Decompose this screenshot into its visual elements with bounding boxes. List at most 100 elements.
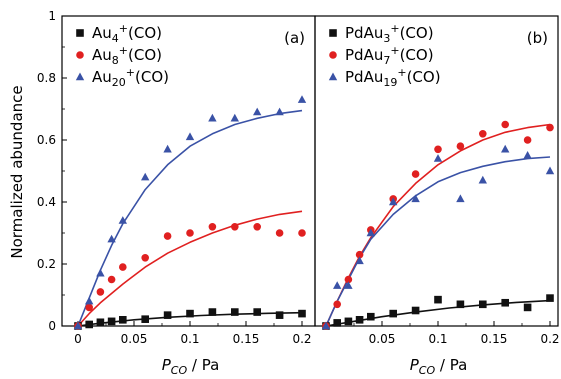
data-point — [119, 263, 127, 271]
data-point — [141, 172, 150, 181]
legend-label: Au4+(CO) — [92, 22, 162, 45]
data-point — [434, 145, 442, 154]
data-point — [208, 223, 217, 231]
data-point — [355, 316, 364, 324]
data-point — [355, 256, 364, 265]
x-axis-label: PCO / Pa — [410, 356, 468, 377]
data-point — [96, 318, 105, 327]
data-point — [96, 268, 105, 277]
y-tick-label: 0.4 — [37, 195, 56, 209]
legend-label: Au8+(CO) — [92, 44, 162, 67]
legend-marker — [328, 72, 338, 81]
data-point — [298, 229, 306, 237]
x-tick-label: 0.2 — [540, 332, 559, 346]
data-point — [344, 275, 353, 284]
x-tick-label: 0.15 — [233, 332, 260, 346]
data-point — [523, 303, 532, 312]
data-point — [73, 321, 83, 330]
legend-marker — [76, 29, 84, 37]
x-tick-label: 0.1 — [180, 332, 199, 346]
data-point — [118, 216, 127, 224]
data-point — [208, 308, 217, 316]
plot-frame — [314, 15, 559, 327]
data-point — [275, 107, 284, 116]
data-point — [85, 303, 93, 312]
data-point — [411, 306, 420, 315]
y-tick-label: 1 — [48, 9, 56, 23]
data-point — [298, 309, 306, 318]
legend-marker — [329, 29, 337, 37]
legend-marker — [75, 72, 85, 81]
y-axis-label: Normalized abundance — [8, 85, 26, 258]
data-point — [434, 295, 442, 304]
legend-marker — [329, 51, 337, 59]
data-point — [297, 95, 307, 103]
data-point — [367, 312, 375, 321]
data-point — [186, 229, 194, 237]
x-tick-label: 0.05 — [369, 332, 396, 346]
panel-label: (b) — [527, 29, 548, 47]
x-axis-label: PCO / Pa — [162, 356, 220, 377]
data-point — [479, 130, 487, 138]
data-point — [479, 300, 487, 309]
data-point — [355, 250, 364, 259]
fit-curve-1 — [77, 311, 303, 327]
data-point — [253, 223, 261, 231]
x-tick-label: 0 — [74, 332, 82, 346]
data-point — [107, 317, 116, 326]
data-point — [107, 275, 116, 284]
data-point — [333, 319, 341, 327]
data-point — [119, 316, 127, 324]
data-point — [411, 194, 420, 203]
data-point — [523, 151, 532, 159]
data-point — [85, 320, 93, 329]
legend-label: PdAu7+(CO) — [345, 44, 434, 67]
data-point — [389, 309, 397, 318]
data-point — [344, 317, 353, 326]
panel-b: 0.05 0.1 0.15 0.2 PCO / Pa (b) PdAu3+(CO)PdAu7… — [314, 15, 560, 377]
y-tick-label: 0 — [48, 319, 56, 333]
legend-label: Au20+(CO) — [92, 66, 169, 89]
panel-a: 0 0.05 0.1 0.15 0.2 0 0.2 0.4 0.6 0.8 1 PCO / Pa (a)… — [37, 9, 316, 377]
fit-curve-1 — [325, 299, 551, 327]
data-point — [501, 144, 510, 153]
data-point — [389, 197, 398, 206]
legend-label: PdAu19+(CO) — [345, 66, 441, 89]
data-point — [96, 288, 105, 296]
x-tick-label: 0.15 — [481, 332, 508, 346]
data-point — [501, 298, 509, 307]
legend-marker — [76, 51, 84, 59]
data-point — [456, 300, 465, 309]
data-point — [344, 281, 353, 289]
data-point — [456, 194, 465, 203]
data-point — [546, 123, 554, 132]
data-point — [230, 113, 239, 122]
legend-label: PdAu3+(CO) — [345, 22, 434, 45]
y-tick-label: 0.6 — [37, 133, 56, 147]
data-point — [231, 223, 239, 231]
data-point — [141, 315, 149, 323]
data-point — [231, 308, 239, 316]
panels: 0 0.05 0.1 0.15 0.2 0 0.2 0.4 0.6 0.8 1 PCO / Pa (a)… — [37, 9, 560, 377]
y-tick-label: 0.2 — [37, 257, 56, 271]
x-tick-label: 0.2 — [292, 332, 311, 346]
fit-curve-2 — [77, 210, 303, 327]
data-point — [275, 229, 284, 237]
data-point — [275, 311, 284, 319]
data-point — [333, 300, 342, 309]
data-point — [253, 107, 262, 116]
x-tick-label: 0.1 — [428, 332, 447, 346]
data-point — [333, 281, 342, 289]
data-point — [321, 321, 331, 330]
data-point — [163, 311, 172, 319]
data-point — [107, 234, 116, 243]
data-point — [163, 144, 172, 153]
data-point — [478, 175, 487, 184]
y-tick-label: 0.8 — [37, 71, 56, 85]
data-point — [85, 296, 94, 305]
data-point — [141, 253, 149, 262]
x-tick-label: 0.05 — [121, 332, 148, 346]
data-point — [411, 170, 420, 178]
data-point — [433, 154, 443, 162]
